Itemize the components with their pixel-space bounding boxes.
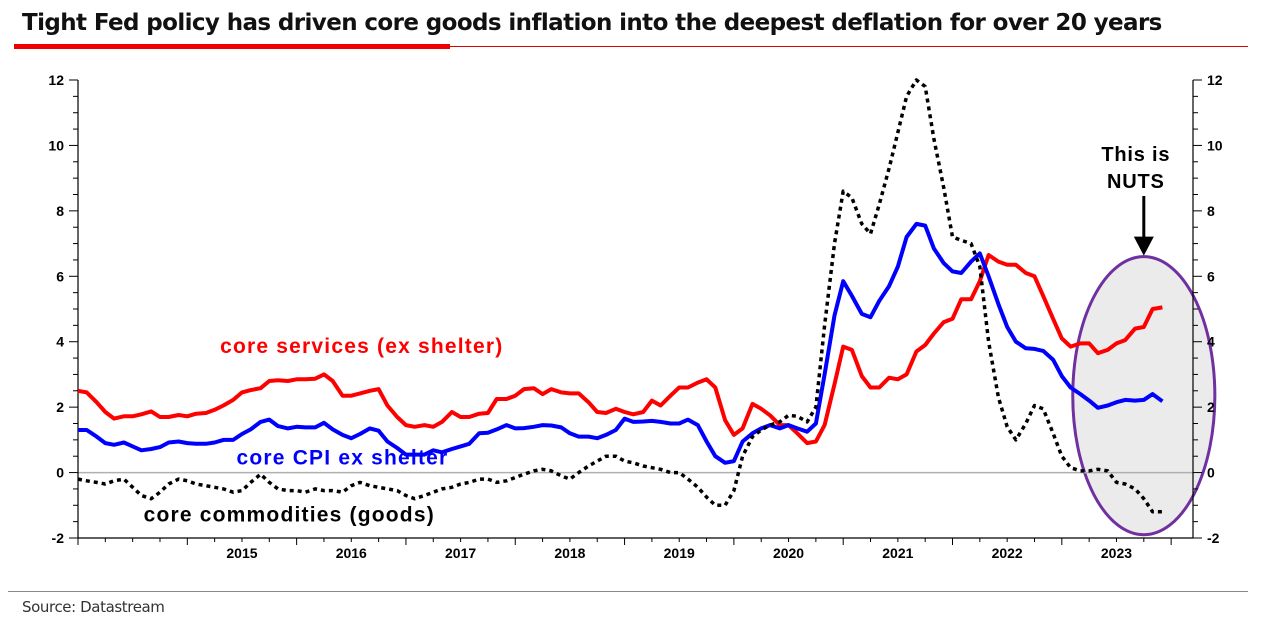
x-tick-label: 2021 (882, 545, 913, 561)
x-tick-label: 2019 (664, 545, 695, 561)
x-tick-label: 2017 (445, 545, 476, 561)
highlight-layer (1071, 255, 1217, 537)
x-tick-label: 2018 (554, 545, 585, 561)
y-tick-label-right: 2 (1207, 399, 1215, 415)
y-tick-label-left: 6 (56, 268, 64, 284)
x-tick-label: 2022 (992, 545, 1023, 561)
callout-arrowhead-icon (1133, 236, 1154, 256)
annotations: This is NUTS (1101, 144, 1170, 256)
x-tick-label: 2020 (773, 545, 804, 561)
source-rule (8, 591, 1248, 592)
callout-text: NUTS (1107, 171, 1165, 193)
title-accent-bar (14, 44, 450, 49)
y-tick-label-left: -2 (52, 530, 65, 546)
y-tick-label-right: 10 (1207, 137, 1223, 153)
y-tick-label-right: 12 (1207, 72, 1223, 88)
y-tick-label-right: 4 (1207, 334, 1215, 350)
series-line-core-commodities-goods (77, 78, 1163, 514)
series-label: core commodities (goods) (144, 504, 435, 527)
line-chart: -2 -2 0 0 2 2 4 4 6 6 8 8 10 10 12 12 2015 2016 2017 2018 20… (48, 72, 1222, 561)
y-tick-label-left: 2 (56, 399, 64, 415)
callout-text: This is (1101, 144, 1170, 166)
y-tick-label-right: 6 (1207, 268, 1215, 284)
y-tick-label-left: 8 (56, 203, 64, 219)
y-tick-label-right: 0 (1207, 465, 1215, 481)
y-tick-label-right: -2 (1207, 530, 1220, 546)
x-tick-label: 2016 (336, 545, 367, 561)
series-label: core CPI ex shelter (237, 446, 449, 469)
chart-title: Tight Fed policy has driven core goods i… (22, 10, 1162, 36)
series-layer (77, 78, 1164, 514)
y-tick-label-left: 0 (56, 465, 64, 481)
x-tick-label: 2023 (1101, 545, 1132, 561)
source-note: Source: Datastream (22, 598, 165, 616)
series-label: core services (ex shelter) (220, 335, 503, 358)
axes: -2 -2 0 0 2 2 4 4 6 6 8 8 10 10 12 12 2015 2016 2017 2018 20… (48, 72, 1222, 561)
y-tick-label-left: 4 (56, 334, 64, 350)
title-rule (14, 46, 1248, 47)
series-labels: core services (ex shelter) core CPI ex sh… (144, 335, 503, 527)
series-line-core-cpi-ex-shelter (78, 221, 1164, 465)
x-tick-label: 2015 (226, 545, 257, 561)
y-tick-label-left: 12 (48, 72, 64, 88)
highlight-ellipse (1071, 255, 1217, 537)
y-tick-label-left: 10 (48, 137, 64, 153)
y-tick-label-right: 8 (1207, 203, 1215, 219)
